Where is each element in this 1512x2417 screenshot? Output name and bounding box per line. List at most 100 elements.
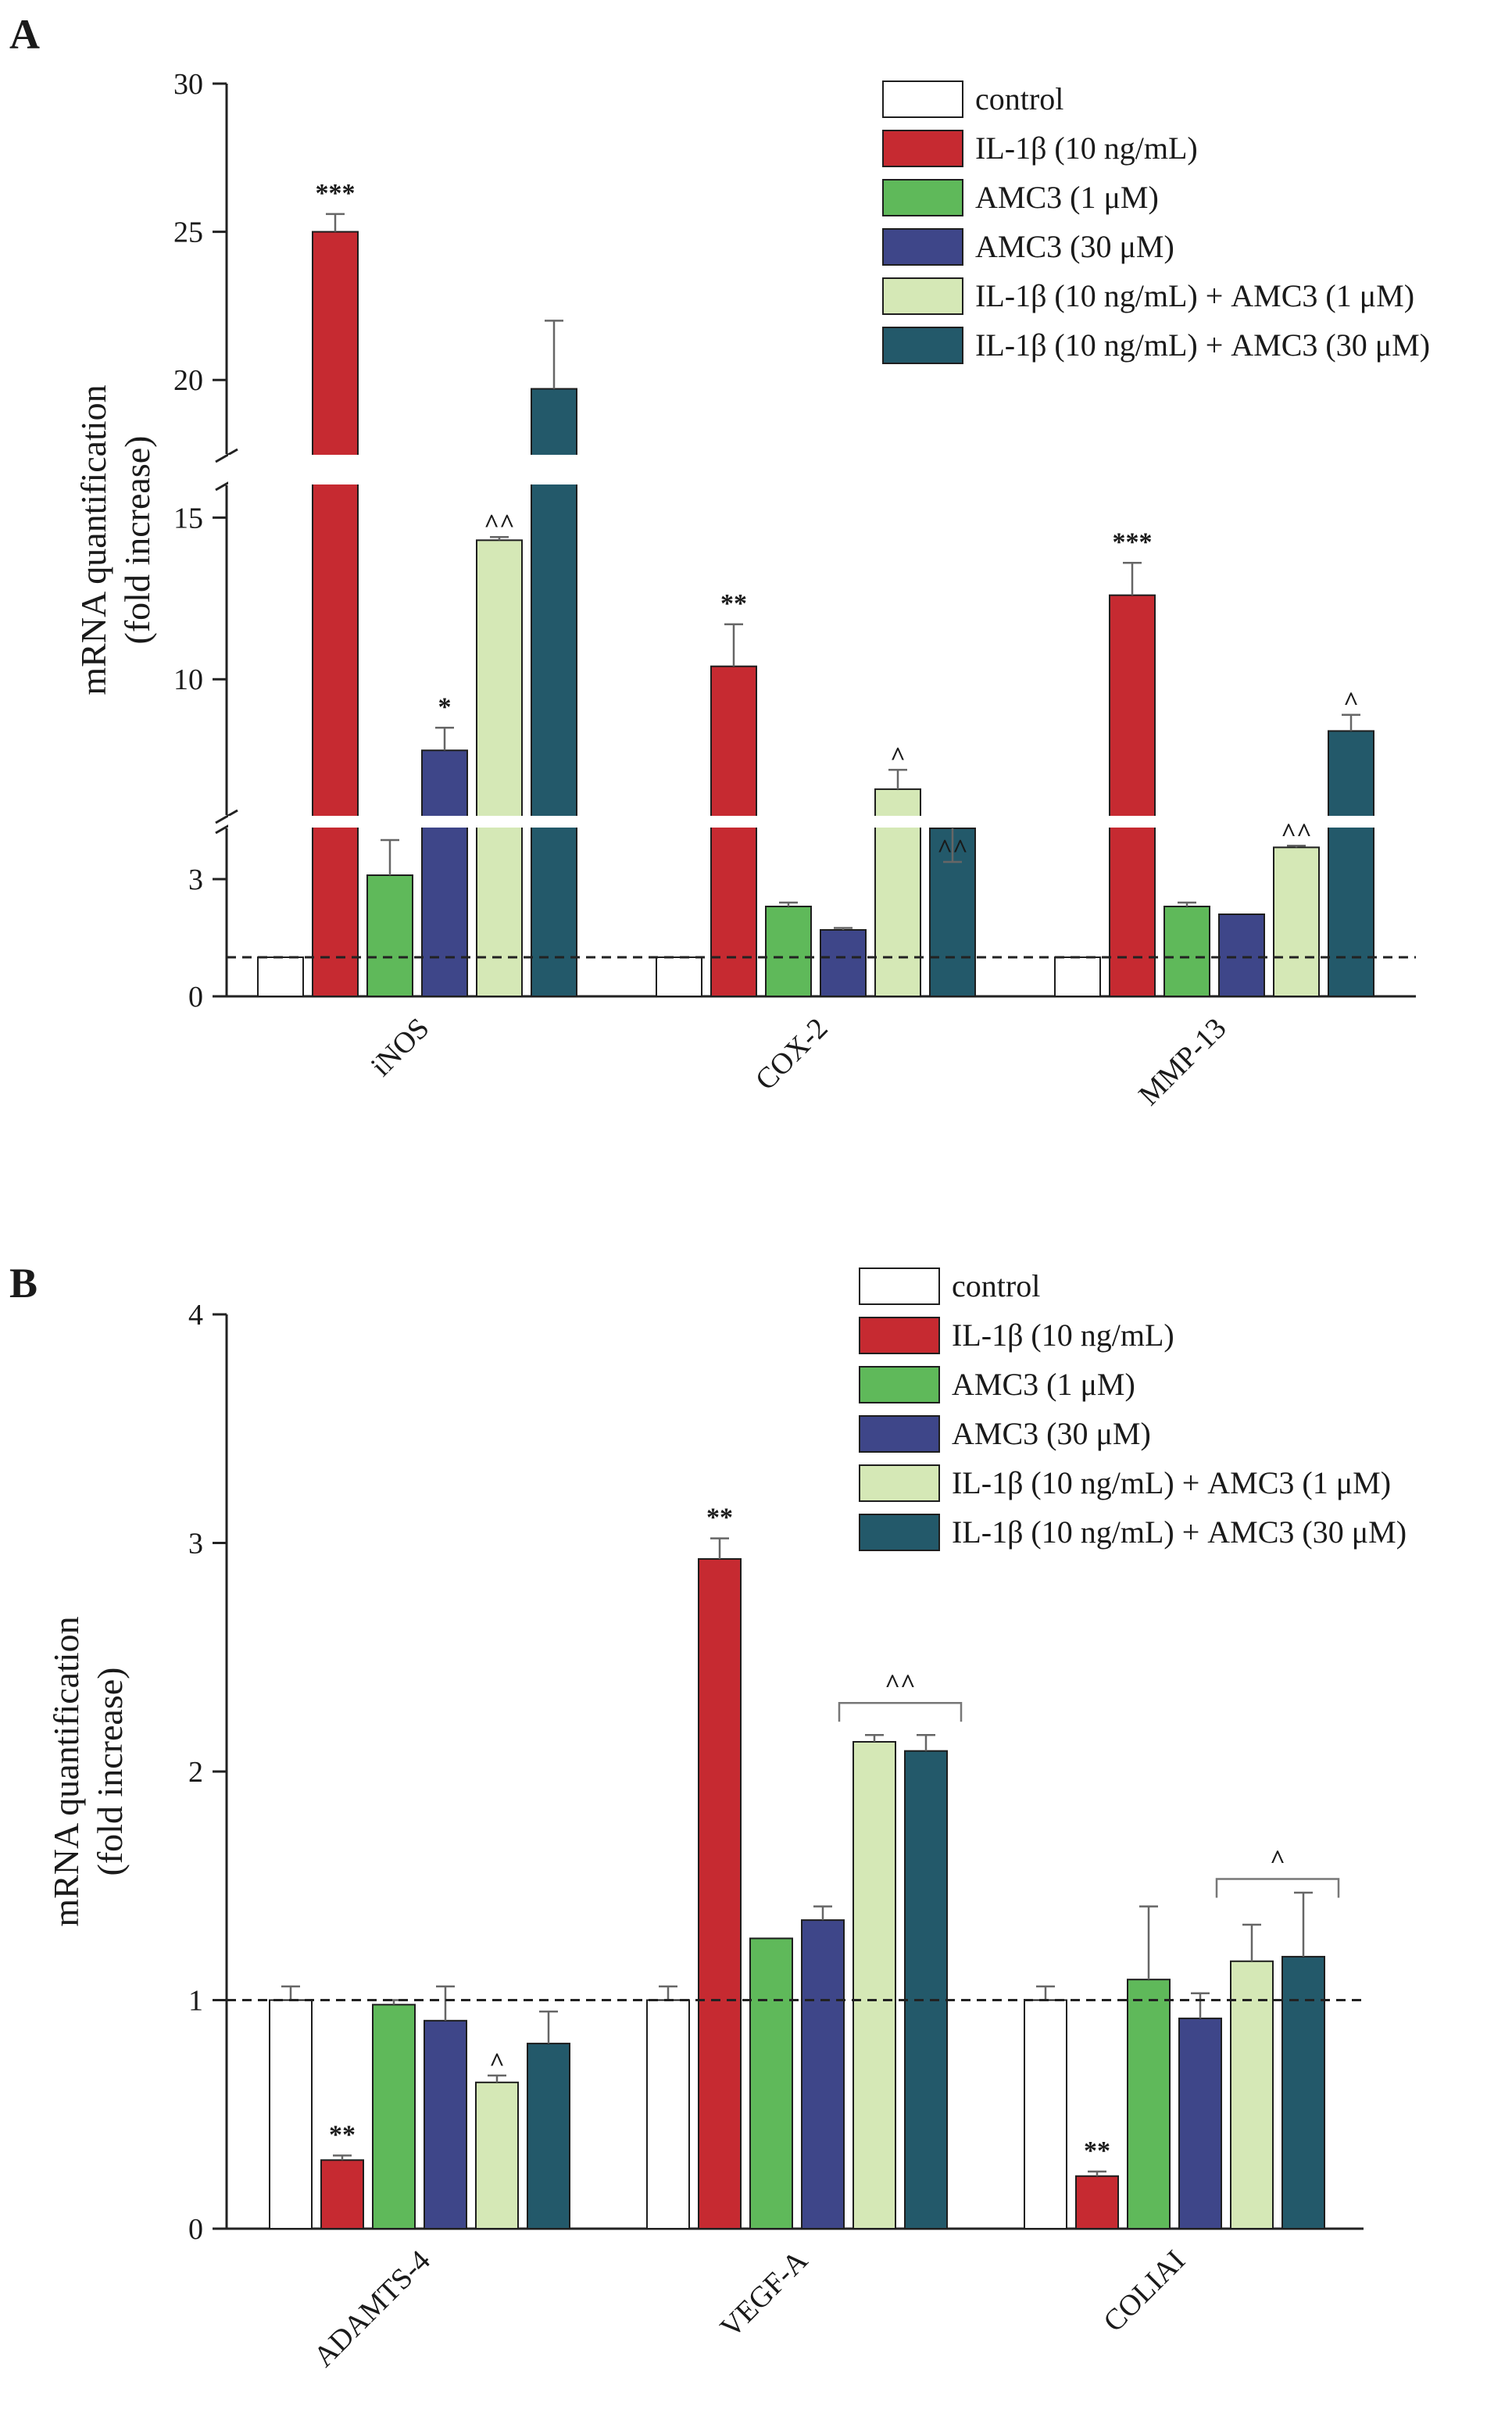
legend-label: control [952, 1268, 1040, 1303]
significance-label: ^ [489, 2048, 505, 2077]
significance-bracket [1215, 1878, 1340, 1898]
x-category-label: COX-2 [749, 1012, 835, 1097]
legend-label: AMC3 (30 μM) [952, 1416, 1151, 1451]
bar-il1b [1075, 2175, 1119, 2230]
y-tick-label: 3 [188, 863, 203, 896]
legend-swatch-control [882, 80, 963, 118]
bar-amc3_30 [820, 929, 867, 997]
bar-amc3_1 [366, 874, 413, 997]
y-tick-label: 25 [173, 216, 203, 249]
significance-label: ^ [890, 742, 906, 771]
legend-label: AMC3 (1 μM) [975, 180, 1159, 215]
y-tick-label: 1 [188, 1985, 203, 2018]
significance-label: ^ [1343, 688, 1359, 717]
bar-amc3_1 [1127, 1979, 1171, 2230]
bar-control [646, 1999, 690, 2229]
bar-il1b [312, 231, 359, 998]
significance-label: *** [316, 179, 356, 208]
bar-amc3_30 [801, 1919, 845, 2229]
legend-swatch-il1b_amc3_1 [882, 277, 963, 315]
y-axis-title: mRNA quantification [46, 1616, 86, 1926]
axis-break-band [228, 816, 1417, 828]
y-tick-label: 20 [173, 364, 203, 397]
significance-label: ** [329, 2120, 356, 2149]
bar-amc3_30 [1178, 2017, 1222, 2229]
legend-swatch-il1b_amc3_30 [882, 327, 963, 364]
y-axis-title: mRNA quantification [73, 384, 113, 695]
bar-control [656, 956, 702, 997]
axis-break-mark [215, 448, 238, 463]
bar-il1b_amc3_30 [1328, 730, 1374, 998]
y-tick-label: 15 [173, 502, 203, 535]
bar-amc3_1 [372, 2004, 416, 2230]
legend-label: IL-1β (10 ng/mL) + AMC3 (30 μM) [975, 327, 1430, 363]
bar-control [1054, 956, 1101, 997]
legend-label: AMC3 (30 μM) [975, 229, 1174, 264]
legend-label: IL-1β (10 ng/mL) + AMC3 (1 μM) [952, 1465, 1391, 1500]
bracket-label: ^ [1270, 1845, 1285, 1874]
bar-amc3_1 [1163, 906, 1210, 997]
y-tick-label: 30 [173, 68, 203, 101]
x-category-label: MMP-13 [1132, 1012, 1232, 1112]
legend-swatch-il1b_amc3_1 [859, 1464, 940, 1502]
legend-swatch-amc3_30 [882, 228, 963, 266]
bar-il1b [320, 2159, 364, 2229]
y-tick-label: 10 [173, 663, 203, 696]
bar-il1b_amc3_30 [904, 1750, 948, 2230]
bar-control [1024, 1999, 1067, 2229]
y-axis-title-units: (fold increase) [117, 436, 157, 645]
bar-il1b_amc3_30 [1281, 1955, 1325, 2230]
legend-label: control [975, 81, 1063, 116]
axis-break-mark [215, 809, 238, 824]
bar-amc3_30 [1218, 914, 1265, 997]
significance-label: ** [1084, 2136, 1110, 2165]
significance-label: ^^ [484, 510, 515, 538]
legend-swatch-amc3_1 [882, 179, 963, 216]
legend-swatch-control [859, 1267, 940, 1305]
significance-label: ^^ [937, 835, 968, 863]
panel-label: A [9, 11, 40, 58]
significance-label: ** [706, 1503, 733, 1532]
axis-break-band [228, 455, 1417, 484]
x-category-label: VEGF-A [714, 2244, 815, 2344]
bar-control [269, 1999, 313, 2229]
legend-swatch-il1b [882, 130, 963, 167]
bar-il1b_amc3_1 [1273, 846, 1320, 998]
y-tick-label: 0 [188, 981, 203, 1014]
bar-il1b_amc3_1 [1230, 1960, 1274, 2229]
significance-label: * [438, 692, 452, 721]
bar-il1b_amc3_1 [476, 539, 523, 997]
bar-amc3_30 [424, 2019, 467, 2229]
bar-amc3_1 [765, 906, 812, 997]
significance-label: ^^ [1281, 818, 1312, 847]
bar-il1b_amc3_30 [527, 2043, 570, 2229]
legend-swatch-il1b_amc3_30 [859, 1514, 940, 1551]
bar-il1b [1109, 594, 1156, 997]
y-tick-label: 3 [188, 1528, 203, 1561]
legend-swatch-amc3_1 [859, 1366, 940, 1403]
legend-swatch-il1b [859, 1317, 940, 1354]
legend-label: IL-1β (10 ng/mL) [975, 131, 1198, 166]
bar-il1b_amc3_1 [853, 1740, 896, 2230]
y-tick-label: 2 [188, 1756, 203, 1789]
x-category-label: ADAMTS-4 [307, 2244, 437, 2374]
legend-swatch-amc3_30 [859, 1415, 940, 1453]
legend-label: IL-1β (10 ng/mL) + AMC3 (1 μM) [975, 278, 1414, 313]
bar-il1b [710, 665, 757, 997]
legend-label: AMC3 (1 μM) [952, 1367, 1135, 1402]
bar-control [257, 956, 304, 997]
x-category-label: iNOS [365, 1012, 436, 1083]
legend-label: IL-1β (10 ng/mL) + AMC3 (30 μM) [952, 1514, 1407, 1550]
significance-label: *** [1113, 527, 1153, 556]
y-tick-label: 0 [188, 2213, 203, 2246]
significance-bracket [838, 1702, 963, 1722]
bar-il1b [698, 1557, 742, 2229]
significance-label: ** [720, 589, 747, 618]
bar-il1b_amc3_1 [475, 2081, 519, 2230]
legend-label: IL-1β (10 ng/mL) [952, 1318, 1174, 1353]
y-axis-title-units: (fold increase) [90, 1668, 130, 1876]
bar-amc3_1 [749, 1937, 793, 2229]
